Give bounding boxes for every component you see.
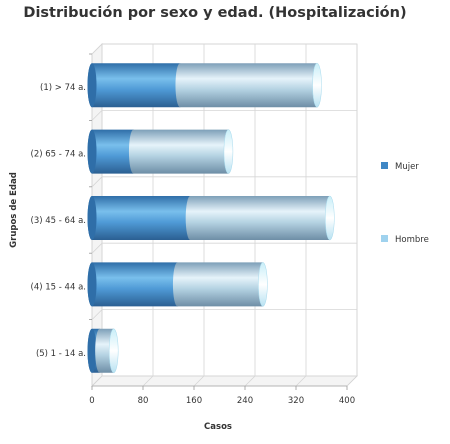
bar-end-cap	[258, 262, 268, 307]
bar-hombre-3[interactable]	[185, 195, 335, 241]
bar-hombre-2[interactable]	[128, 129, 234, 174]
x-tick-label: 400	[339, 396, 355, 406]
bar-hombre-1[interactable]	[175, 62, 322, 108]
y-tick-label: (3) 45 - 64 a.	[31, 216, 86, 226]
x-tick-label: 240	[237, 396, 253, 406]
bar-mujer-2[interactable]	[87, 129, 138, 174]
x-tick-label: 80	[138, 396, 149, 406]
chart-title: Distribución por sexo y edad. (Hospitali…	[23, 5, 407, 21]
y-tick-label: (2) 65 - 74 a.	[31, 150, 86, 160]
legend-label: Mujer	[395, 162, 419, 172]
legend-label: Hombre	[395, 235, 429, 245]
bar-hombre-4[interactable]	[172, 262, 268, 307]
bar-hombre-5[interactable]	[95, 328, 119, 374]
bar-end-cap	[108, 328, 119, 374]
x-tick-label: 320	[288, 396, 304, 406]
x-axis-title: Casos	[204, 422, 232, 432]
y-tick-label: (1) > 74 a.	[40, 83, 86, 93]
bar-end-cap	[223, 129, 234, 174]
bar-end-cap	[325, 195, 335, 241]
bar-mujer-4[interactable]	[87, 262, 182, 307]
legend-swatch	[381, 235, 388, 242]
bars	[87, 62, 335, 374]
y-axis-title: Grupos de Edad	[9, 172, 19, 248]
legend: Mujer Hombre	[381, 162, 429, 245]
y-tick-label: (4) 15 - 44 a.	[31, 282, 86, 292]
bar-mujer-1[interactable]	[87, 63, 185, 108]
y-tick-label: (5) 1 - 14 a.	[36, 349, 86, 359]
axes: (1) > 74 a. (2) 65 - 74 a. (3) 45 - 64 a. (…	[31, 53, 355, 406]
bar-mujer-3[interactable]	[87, 196, 195, 240]
x-tick-label: 160	[186, 396, 202, 406]
legend-item-mujer[interactable]: Mujer	[381, 162, 419, 172]
bar-end-cap	[312, 62, 322, 108]
x-tick-label: 0	[89, 396, 94, 406]
legend-item-hombre[interactable]: Hombre	[381, 235, 429, 245]
legend-swatch	[381, 162, 388, 169]
